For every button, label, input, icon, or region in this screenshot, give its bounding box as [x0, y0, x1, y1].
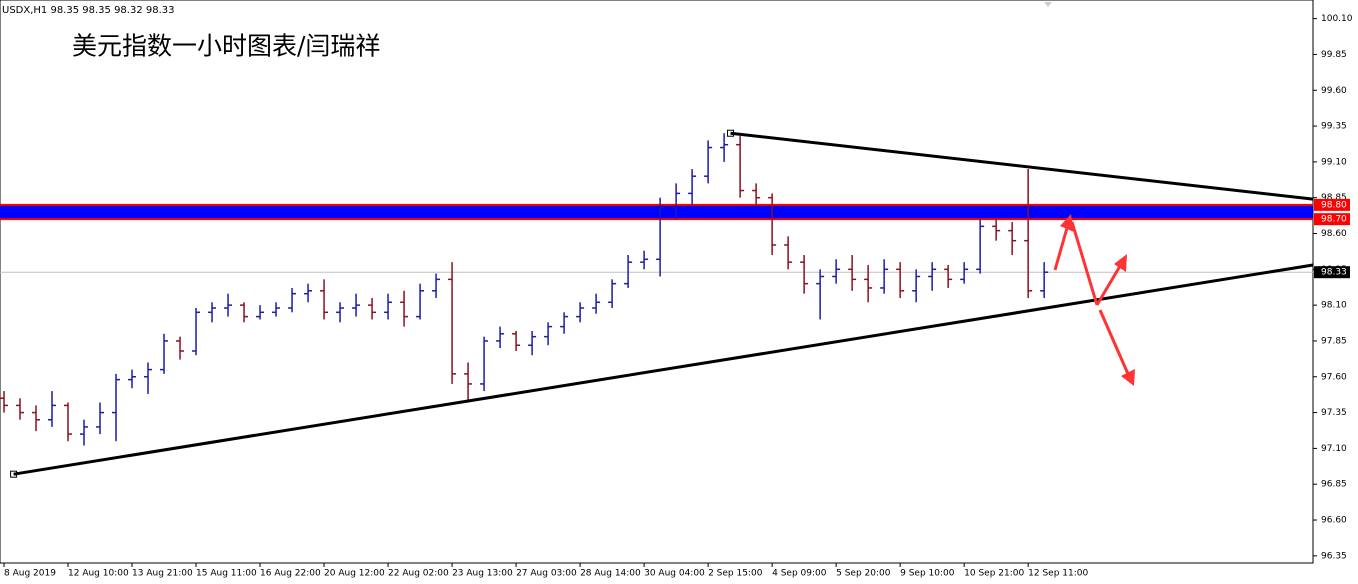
scroll-marker: [1044, 2, 1052, 7]
x-tick-label: 16 Aug 22:00: [260, 569, 321, 579]
arrow: [1070, 221, 1099, 306]
trendline-anchor: [10, 470, 18, 478]
level-box: [1314, 213, 1350, 226]
current-price-box: [1314, 266, 1350, 279]
y-tick-label: 97.85: [1321, 336, 1347, 346]
level-box: [1314, 198, 1350, 211]
arrow-head: [1114, 254, 1127, 272]
y-tick-label: 99.35: [1321, 122, 1347, 132]
current-price-label: 98.33: [1321, 268, 1347, 278]
y-tick-label: 97.10: [1321, 444, 1347, 454]
y-tick-label: 99.85: [1321, 50, 1347, 60]
x-tick-label: 12 Sep 11:00: [1028, 569, 1088, 579]
x-tick-label: 22 Aug 02:00: [388, 569, 449, 579]
x-tick-label: 9 Sep 10:00: [900, 569, 955, 579]
trendline: [730, 131, 1314, 201]
arrow: [1098, 309, 1130, 375]
y-tick-label: 96.35: [1321, 551, 1347, 561]
band: [0, 204, 1313, 220]
chart-title: 美元指数一小时图表/闫瑞祥: [72, 32, 380, 61]
x-tick-label: 27 Aug 03:00: [516, 569, 577, 579]
arrow-head: [1060, 214, 1074, 232]
x-tick-label: 10 Sep 21:00: [964, 569, 1024, 579]
x-tick-label: 15 Aug 11:00: [196, 569, 257, 579]
y-tick-label: 98.60: [1321, 229, 1347, 239]
forecast-arrows: [1053, 214, 1135, 386]
x-tick-label: 8 Aug 2019: [4, 569, 56, 579]
y-tick-label: 97.35: [1321, 408, 1347, 418]
level-label: 98.70: [1321, 215, 1347, 225]
x-tick-label: 28 Aug 14:00: [580, 569, 641, 579]
y-tick-label: 98.10: [1321, 301, 1347, 311]
y-tick-label: 98.85: [1321, 193, 1347, 203]
arrow: [1053, 227, 1069, 271]
y-tick-label: 96.60: [1321, 516, 1347, 526]
y-tick-label: 99.10: [1321, 157, 1347, 167]
y-tick-label: 100.10: [1321, 14, 1353, 24]
y-tick-label: 97.60: [1321, 372, 1347, 382]
x-tick-label: 4 Sep 09:00: [772, 569, 827, 579]
x-tick-label: 23 Aug 13:00: [452, 569, 513, 579]
x-tick-label: 12 Aug 10:00: [68, 569, 129, 579]
y-tick-label: 99.60: [1321, 86, 1347, 96]
x-tick-label: 13 Aug 21:00: [132, 569, 193, 579]
header: USDX,H1 98.35 98.35 98.32 98.33: [2, 5, 175, 16]
level-label: 98.80: [1321, 200, 1347, 210]
y-tick-label: 96.85: [1321, 480, 1347, 490]
arrow-head: [1121, 369, 1135, 386]
x-tick-label: 20 Aug 12:00: [324, 569, 385, 579]
trendline-anchor: [727, 129, 735, 137]
x-tick-label: 30 Aug 04:00: [644, 569, 705, 579]
x-tick-label: 5 Sep 20:00: [836, 569, 891, 579]
plot-frame: [0, 0, 1314, 564]
arrow: [1095, 265, 1122, 306]
x-tick-label: 2 Sep 15:00: [708, 569, 763, 579]
